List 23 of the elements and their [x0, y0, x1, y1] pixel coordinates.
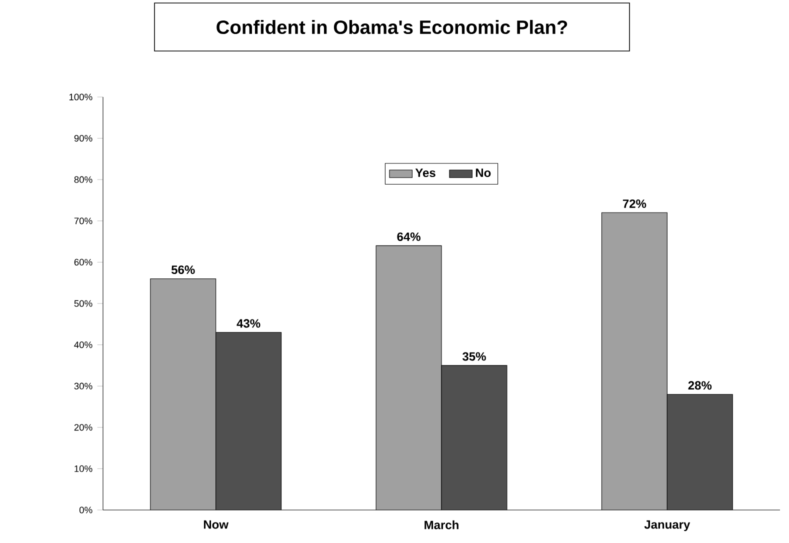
legend-label: Yes: [415, 168, 436, 178]
y-tick-label: 20%: [74, 424, 92, 431]
y-tick-label: 100%: [69, 94, 92, 100]
x-tick-label: Now: [204, 520, 229, 529]
y-tick-label: 80%: [74, 176, 92, 183]
y-tick-label: 50%: [74, 300, 92, 307]
x-tick-label: January: [644, 520, 690, 532]
y-tick-label: 0%: [79, 506, 92, 514]
data-label: 72%: [622, 199, 646, 208]
y-tick-label: 30%: [74, 382, 92, 390]
y-tick-label: 40%: [74, 342, 92, 348]
x-tick-label: March: [424, 520, 458, 530]
data-label: 56%: [171, 266, 195, 274]
data-label: 35%: [462, 352, 486, 361]
y-tick-label: 60%: [74, 258, 92, 266]
y-tick-label: 70%: [74, 218, 92, 224]
chart-title: Confident in Obama's Economic Plan?: [216, 20, 568, 34]
y-tick-label: 90%: [74, 135, 92, 142]
y-tick-label: 10%: [74, 465, 92, 472]
data-label: 28%: [688, 381, 712, 390]
legend-label: No: [476, 168, 491, 178]
data-label: 64%: [397, 232, 420, 241]
data-label: 43%: [236, 319, 260, 328]
